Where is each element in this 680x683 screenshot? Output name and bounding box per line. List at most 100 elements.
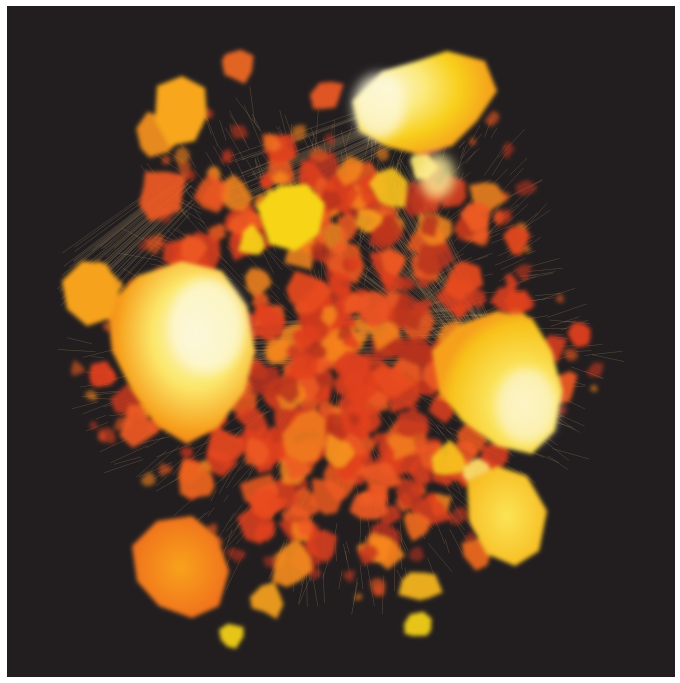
node-cluster-medium <box>89 361 118 388</box>
node-cluster-small <box>502 141 515 154</box>
network-graph-image <box>7 6 675 677</box>
node-cluster-medium <box>119 404 160 448</box>
node-cluster-small <box>174 146 190 164</box>
node-cluster-small <box>347 412 361 427</box>
cluster-center-upper <box>257 184 325 251</box>
node-cluster-small <box>341 333 361 351</box>
node-cluster-medium <box>219 623 244 649</box>
node-cluster-small <box>270 372 300 404</box>
node-cluster-small <box>183 170 196 181</box>
node-cluster-small <box>153 233 164 246</box>
node-cluster-small <box>454 217 476 241</box>
node-cluster-medium <box>403 512 430 542</box>
node-cluster-small <box>357 545 379 565</box>
node-cluster-small <box>336 213 359 243</box>
node-cluster-small <box>89 421 98 430</box>
node-cluster-small <box>467 287 486 309</box>
node-cluster-small <box>484 110 500 127</box>
cluster-top-left <box>155 76 207 146</box>
node-layer-large <box>62 49 591 649</box>
network-graph-canvas <box>56 49 625 649</box>
node-cluster-small <box>513 264 532 282</box>
node-cluster-small <box>590 384 598 392</box>
node-cluster-small <box>449 506 471 526</box>
node-cluster-small <box>509 289 535 314</box>
node-cluster-medium <box>368 167 408 208</box>
node-cluster-medium <box>138 171 187 222</box>
node-cluster-small <box>420 214 439 238</box>
node-cluster-small <box>300 342 327 366</box>
node-cluster-medium <box>386 433 416 461</box>
node-cluster-medium <box>250 582 284 619</box>
node-cluster-small <box>335 155 363 186</box>
node-cluster-small <box>305 530 337 564</box>
node-cluster-small <box>327 271 352 299</box>
node-cluster-small <box>258 178 275 191</box>
node-cluster-small <box>286 351 318 380</box>
node-cluster-small <box>226 547 243 564</box>
node-cluster-medium <box>503 226 531 255</box>
node-cluster-small <box>376 536 393 552</box>
node-cluster-small <box>369 578 386 596</box>
cluster-bottom-left <box>132 516 229 618</box>
node-cluster-small <box>354 592 363 601</box>
node-cluster-medium <box>567 322 591 348</box>
node-cluster-medium <box>206 422 247 462</box>
node-cluster-medium <box>356 290 392 329</box>
node-cluster-small <box>342 570 355 583</box>
node-cluster-small <box>359 462 402 489</box>
node-cluster-small <box>380 246 406 277</box>
node-cluster-small <box>179 446 194 458</box>
node-cluster-small <box>393 290 423 331</box>
node-cluster-small <box>310 242 332 263</box>
node-cluster-medium <box>325 432 356 469</box>
cluster-left-mid <box>62 261 119 326</box>
node-cluster-small <box>241 364 283 402</box>
node-cluster-small <box>193 173 227 214</box>
node-cluster-small <box>320 305 337 327</box>
node-cluster-medium <box>272 537 313 588</box>
node-cluster-small <box>272 171 290 186</box>
node-cluster-small <box>495 212 513 227</box>
node-cluster-small <box>244 437 269 467</box>
node-cluster-small <box>221 148 233 163</box>
node-cluster-small <box>386 338 406 357</box>
node-cluster-small <box>375 147 390 161</box>
node-cluster-medium <box>238 223 266 255</box>
cluster-bottom-right <box>467 466 547 566</box>
node-cluster-medium <box>281 409 326 463</box>
node-cluster-medium <box>349 492 389 520</box>
node-cluster-small <box>382 274 408 293</box>
node-cluster-medium <box>249 487 282 518</box>
node-cluster-medium <box>286 270 332 315</box>
cluster-highlight <box>497 368 557 444</box>
node-cluster-medium <box>431 439 468 476</box>
node-cluster-small <box>323 132 336 147</box>
node-cluster-medium <box>178 459 215 499</box>
node-cluster-small <box>480 439 509 472</box>
node-cluster-small <box>416 242 455 276</box>
node-cluster-small <box>291 124 307 141</box>
node-cluster-small <box>395 477 423 510</box>
node-cluster-small <box>284 237 315 270</box>
node-cluster-medium <box>221 49 254 84</box>
node-cluster-small <box>245 267 272 300</box>
node-cluster-medium <box>398 572 443 601</box>
node-cluster-small <box>412 298 433 318</box>
node-cluster-small <box>264 335 287 362</box>
node-cluster-small <box>469 137 477 146</box>
node-cluster-medium <box>354 208 384 234</box>
node-cluster-small <box>310 478 346 515</box>
node-cluster-small <box>71 359 86 376</box>
node-cluster-small <box>84 390 99 401</box>
node-cluster-small <box>515 179 537 196</box>
node-cluster-medium <box>404 611 432 636</box>
node-cluster-small <box>452 303 465 319</box>
node-cluster-medium <box>372 364 415 396</box>
node-cluster-small <box>337 388 368 423</box>
node-cluster-small <box>98 427 116 444</box>
node-cluster-small <box>295 520 315 538</box>
node-cluster-small <box>408 546 425 562</box>
cluster-highlight <box>353 73 405 139</box>
node-cluster-small <box>180 233 208 264</box>
